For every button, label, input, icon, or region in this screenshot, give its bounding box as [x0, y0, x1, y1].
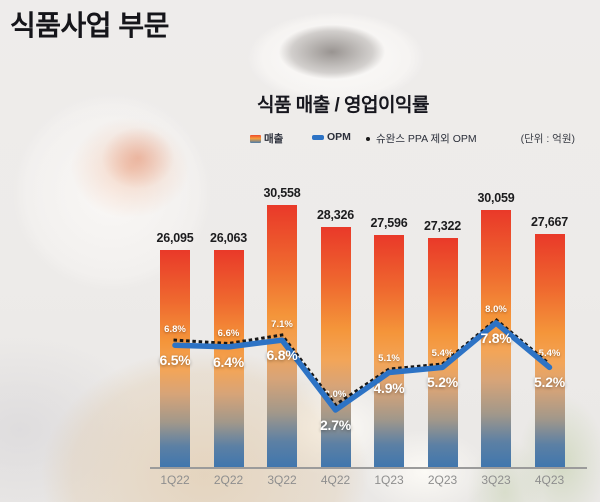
bar-value-label-4Q22: 28,326: [316, 208, 355, 223]
x-axis-label-4Q22: 4Q22: [320, 473, 351, 487]
bar-value-label-3Q23: 30,059: [477, 191, 515, 205]
x-axis-line: [150, 467, 587, 469]
legend-item-ppa-opm: 슈완스 PPA 제외 OPM: [366, 131, 477, 146]
legend-item-revenue: 매출: [250, 131, 283, 146]
x-axis-label-1Q22: 1Q22: [160, 473, 190, 487]
legend-label-ppa-opm: 슈완스 PPA 제외 OPM: [376, 133, 477, 145]
ppa-opm-value-label-1Q22: 6.8%: [164, 324, 186, 336]
legend-label-opm: OPM: [327, 131, 351, 143]
ppa-opm-value-label-1Q23: 5.1%: [378, 353, 400, 365]
chart-title: 식품 매출 / 영업이익률: [257, 95, 429, 116]
bar-value-label-4Q23: 27,667: [530, 215, 569, 230]
opm-value-label-2Q23: 5.2%: [426, 374, 459, 391]
opm-value-label-1Q22: 6.5%: [159, 352, 191, 369]
x-axis-label-3Q22: 3Q22: [267, 473, 297, 487]
bar-value-label-2Q22: 26,063: [209, 231, 248, 246]
unit-label: (단위 : 억원): [520, 133, 575, 145]
bar-value-label-2Q23: 27,322: [423, 218, 462, 233]
revenue-bar-3Q22: [267, 204, 297, 468]
bar-value-label-1Q23: 27,596: [370, 215, 408, 230]
opm-value-label-2Q22: 6.4%: [212, 353, 245, 370]
ppa-opm-value-label-2Q23: 5.4%: [431, 347, 454, 359]
opm-value-label-3Q23: 7.8%: [480, 330, 512, 347]
opm-value-label-3Q22: 6.8%: [266, 347, 298, 364]
legend-item-opm: OPM: [312, 131, 351, 143]
legend-label-revenue: 매출: [264, 133, 284, 145]
dotted-line-swatch-icon: [366, 136, 370, 141]
revenue-bar-1Q23: [374, 234, 404, 468]
bar-value-label-3Q22: 30,558: [263, 185, 301, 200]
opm-value-label-1Q23: 4.9%: [373, 379, 405, 396]
x-axis-label-1Q23: 1Q23: [374, 473, 404, 487]
opm-line-swatch-icon: [312, 134, 324, 140]
ppa-opm-value-label-4Q23: 5.4%: [538, 347, 561, 359]
revenue-bar-swatch-icon: [250, 134, 261, 143]
opm-value-label-4Q23: 5.2%: [533, 374, 566, 391]
bar-value-label-1Q22: 26,095: [156, 230, 194, 245]
ppa-opm-value-label-3Q22: 7.1%: [271, 318, 293, 330]
x-axis-label-2Q23: 2Q23: [427, 473, 458, 487]
x-axis-label-4Q23: 4Q23: [534, 473, 565, 487]
ppa-opm-value-label-4Q22: 3.0%: [324, 388, 347, 400]
ppa-opm-value-label-3Q23: 8.0%: [485, 303, 507, 315]
chart-legend: 매출 OPM 슈완스 PPA 제외 OPM (단위 : 억원): [0, 131, 600, 147]
ppa-opm-value-label-2Q22: 6.6%: [217, 327, 240, 339]
page-title: 식품사업 부문: [10, 10, 169, 41]
x-axis-label-2Q22: 2Q22: [213, 473, 244, 487]
opm-value-label-4Q22: 2.7%: [319, 417, 352, 434]
x-axis-label-3Q23: 3Q23: [481, 473, 511, 487]
